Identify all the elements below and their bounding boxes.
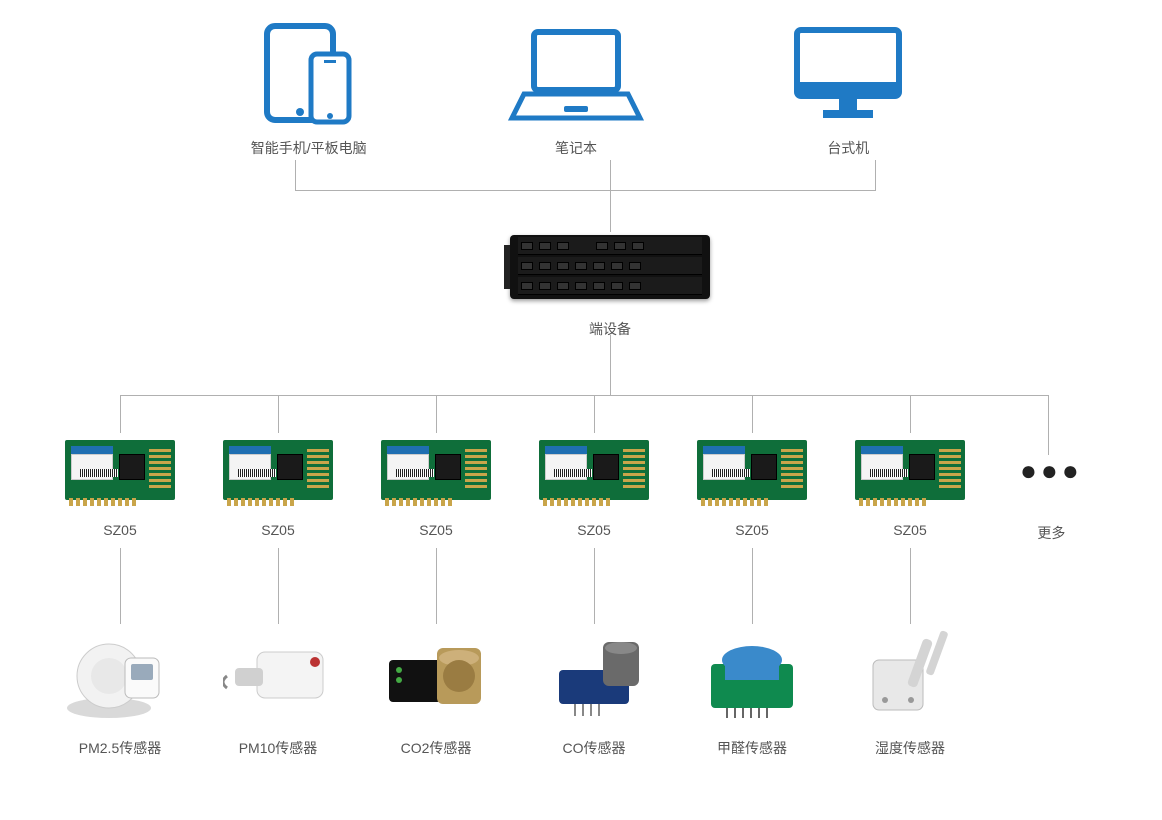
module-label: SZ05 [103, 522, 136, 538]
module-node: SZ05 [697, 440, 807, 538]
co2-sensor-icon [381, 630, 491, 720]
connector [910, 548, 911, 624]
sensor-label: 湿度传感器 [875, 738, 945, 758]
more-node: ●●● 更多 [1020, 455, 1083, 543]
clients-row: 智能手机/平板电脑 笔记本 台式机 [0, 20, 1162, 158]
more-label: 更多 [1037, 523, 1065, 543]
sz05-module-icon [381, 440, 491, 500]
server-node: 端设备 [510, 235, 710, 339]
connector [436, 395, 437, 433]
module-node: SZ05 [539, 440, 649, 538]
module-node: SZ05 [223, 440, 333, 538]
more-icon: ●●● [1020, 455, 1083, 487]
client-tablet-phone: 智能手机/平板电脑 [249, 20, 369, 158]
module-label: SZ05 [261, 522, 294, 538]
sensor-node-pm25: PM2.5传感器 [65, 630, 175, 758]
client-laptop: 笔记本 [506, 20, 646, 158]
connector [295, 190, 876, 191]
sz05-module-icon [855, 440, 965, 500]
client-desktop: 台式机 [783, 20, 913, 158]
desktop-icon [783, 20, 913, 130]
sz05-module-icon [539, 440, 649, 500]
connector [295, 160, 296, 190]
pm10-sensor-icon [223, 630, 333, 720]
sensor-label: CO传感器 [563, 738, 626, 758]
pm25-sensor-icon [65, 630, 175, 720]
sensor-label: CO2传感器 [401, 738, 472, 758]
connector [752, 548, 753, 624]
sensor-label: PM2.5传感器 [79, 738, 161, 758]
connector [1048, 395, 1049, 455]
connector [610, 190, 611, 232]
sensor-node-co2: CO2传感器 [381, 630, 491, 758]
module-node: SZ05 [65, 440, 175, 538]
module-label: SZ05 [893, 522, 926, 538]
connector [436, 548, 437, 624]
sensor-node-co: CO传感器 [539, 630, 649, 758]
sensor-node-hcho: 甲醛传感器 [697, 630, 807, 758]
client-label-0: 智能手机/平板电脑 [251, 138, 367, 158]
connector [120, 548, 121, 624]
connector [120, 395, 1048, 396]
module-label: SZ05 [577, 522, 610, 538]
connector [610, 335, 611, 395]
connector [594, 395, 595, 433]
module-node: SZ05 [855, 440, 965, 538]
connector [875, 160, 876, 190]
connector [120, 395, 121, 433]
client-label-1: 笔记本 [555, 138, 597, 158]
sensor-label: 甲醛传感器 [717, 738, 787, 758]
humidity-sensor-icon [855, 630, 965, 720]
connector [610, 160, 611, 190]
tablet-phone-icon [249, 20, 369, 130]
connector [278, 395, 279, 433]
laptop-icon [506, 20, 646, 130]
sz05-module-icon [697, 440, 807, 500]
hcho-sensor-icon [697, 630, 807, 720]
connector [278, 548, 279, 624]
connector [594, 548, 595, 624]
connector [752, 395, 753, 433]
sensor-label: PM10传感器 [239, 738, 318, 758]
client-label-2: 台式机 [827, 138, 869, 158]
module-label: SZ05 [735, 522, 768, 538]
module-node: SZ05 [381, 440, 491, 538]
sensor-node-pm10: PM10传感器 [223, 630, 333, 758]
sz05-module-icon [65, 440, 175, 500]
module-label: SZ05 [419, 522, 452, 538]
connector [910, 395, 911, 433]
co-sensor-icon [539, 630, 649, 720]
server-icon [510, 235, 710, 299]
sz05-module-icon [223, 440, 333, 500]
sensor-node-humidity: 湿度传感器 [855, 630, 965, 758]
